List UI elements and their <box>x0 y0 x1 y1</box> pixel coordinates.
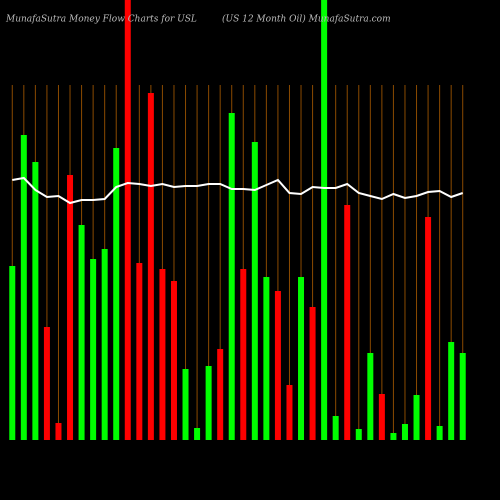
bar <box>401 424 408 440</box>
bar <box>355 429 362 440</box>
bar <box>43 327 50 440</box>
bar <box>194 428 201 440</box>
bar <box>55 423 62 440</box>
bar <box>170 281 177 440</box>
bar <box>448 342 455 440</box>
bar <box>390 433 397 440</box>
bar <box>425 217 432 440</box>
bar <box>113 148 120 440</box>
bar <box>459 353 466 440</box>
bar <box>9 266 16 440</box>
bar <box>332 416 339 440</box>
money-flow-line <box>12 176 464 205</box>
bar <box>20 135 27 440</box>
bar <box>228 113 235 440</box>
bar <box>378 394 385 440</box>
bar <box>413 395 420 440</box>
bar <box>321 0 328 440</box>
bar <box>298 277 305 440</box>
bar <box>251 142 258 440</box>
bar <box>101 249 108 440</box>
bar <box>147 93 154 440</box>
bar <box>205 366 212 440</box>
bar <box>90 259 97 440</box>
bar <box>32 162 39 440</box>
chart-subtitle: (US 12 Month Oil) MunafaSutra.com <box>222 14 391 25</box>
bar <box>436 426 443 440</box>
bar <box>124 0 131 440</box>
bar <box>367 353 374 440</box>
bar <box>263 277 270 440</box>
bar <box>240 269 247 440</box>
bar <box>136 263 143 440</box>
bar <box>159 269 166 440</box>
bar <box>286 385 293 440</box>
chart-title: MunafaSutra Money Flow Charts for USL <box>5 15 197 25</box>
bar <box>67 175 74 440</box>
bar <box>309 307 316 440</box>
bar <box>344 205 351 440</box>
bar <box>182 369 189 440</box>
bar <box>78 225 85 440</box>
bar <box>274 291 281 440</box>
plot-area <box>9 0 466 440</box>
bar <box>217 349 224 440</box>
